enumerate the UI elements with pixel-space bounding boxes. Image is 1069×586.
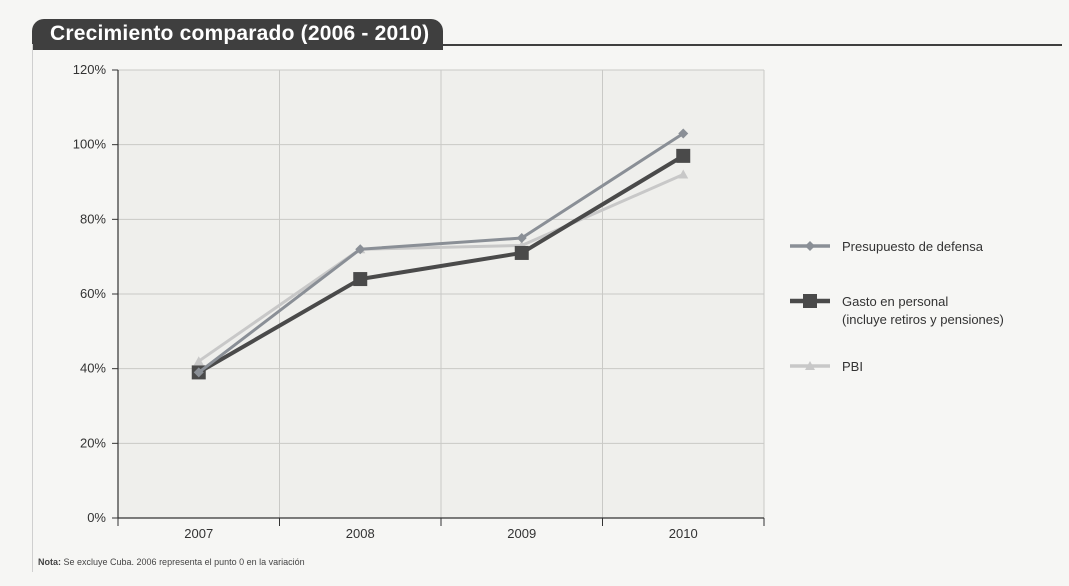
- y-axis-ticks: 0% 20% 40% 60% 80% 100% 120%: [73, 62, 118, 525]
- legend-label: Gasto en personal: [842, 294, 948, 309]
- series-line: [197, 132, 685, 374]
- data-point: [678, 169, 689, 179]
- data-point: [676, 148, 691, 163]
- y-tick-label: 120%: [73, 62, 107, 77]
- x-axis-ticks: 2007 2008 2009 2010: [117, 518, 765, 541]
- y-tick-label: 0%: [87, 510, 106, 525]
- x-tick-label: 2009: [507, 526, 536, 541]
- series-lines: [191, 128, 691, 380]
- title-rule: [32, 44, 1062, 46]
- y-tick-label: 20%: [80, 435, 106, 450]
- legend-swatch-marker: [805, 361, 815, 370]
- legend: Presupuesto de defensa Gasto en personal (…: [790, 239, 1004, 374]
- x-tick-label: 2008: [346, 526, 375, 541]
- series-line: [197, 154, 685, 375]
- y-tick-label: 80%: [80, 211, 106, 226]
- data-point: [193, 356, 204, 366]
- footnote-text: Se excluye Cuba. 2006 representa el punt…: [61, 557, 305, 567]
- x-tick-label: 2007: [184, 526, 213, 541]
- legend-swatch-marker: [805, 241, 815, 251]
- gridlines: [118, 69, 765, 518]
- data-point: [516, 233, 527, 243]
- data-point: [193, 367, 204, 378]
- data-point: [678, 128, 689, 139]
- y-tick-label: 60%: [80, 286, 106, 301]
- series-line: [197, 173, 684, 363]
- data-point: [514, 245, 529, 260]
- footnote: Nota: Se excluye Cuba. 2006 representa e…: [38, 557, 305, 567]
- legend-swatch-marker: [803, 294, 817, 308]
- left-border: [32, 44, 33, 572]
- x-tick-label: 2010: [669, 526, 698, 541]
- y-tick-label: 40%: [80, 361, 106, 376]
- data-point: [353, 272, 368, 287]
- y-tick-label: 100%: [73, 137, 107, 152]
- legend-label-line2: (incluye retiros y pensiones): [842, 312, 1004, 327]
- legend-label: Presupuesto de defensa: [842, 239, 984, 254]
- footnote-label: Nota:: [38, 557, 61, 567]
- data-point: [355, 244, 366, 255]
- legend-label: PBI: [842, 359, 863, 374]
